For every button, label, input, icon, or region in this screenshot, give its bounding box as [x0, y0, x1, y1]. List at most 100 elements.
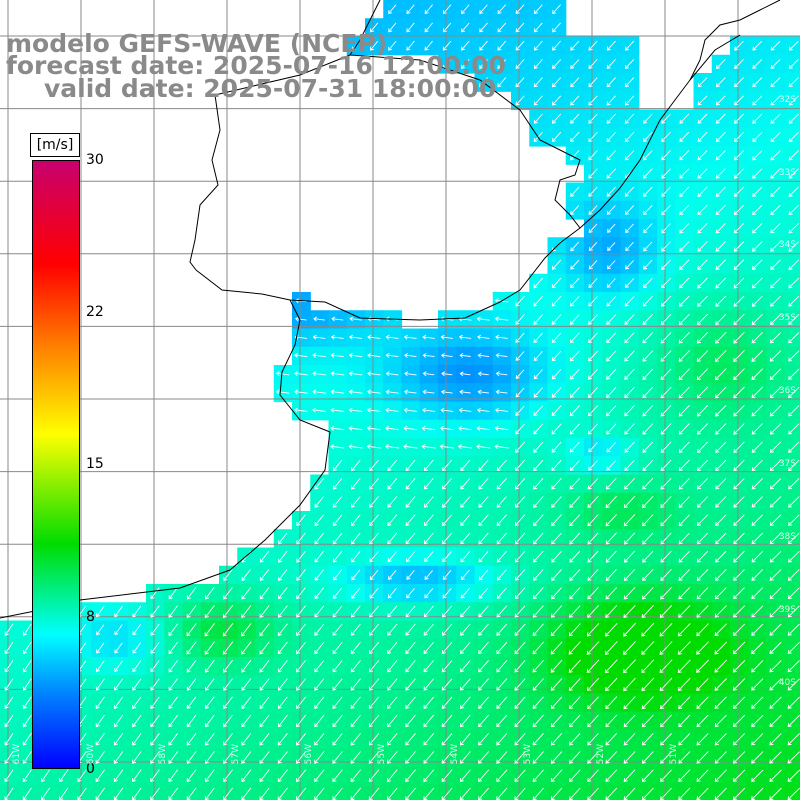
- wind-arrow: [624, 459, 635, 471]
- wind-speed-cell: [711, 657, 731, 676]
- wind-speed-cell: [383, 638, 403, 658]
- wind-arrow: [696, 313, 709, 326]
- wind-arrow: [442, 459, 452, 472]
- wind-arrow: [496, 641, 508, 655]
- wind-arrow: [278, 569, 288, 582]
- wind-arrow: [659, 641, 673, 655]
- rio-de-la-plata-south-coast: [0, 299, 331, 619]
- wind-speed-cell: [766, 638, 786, 658]
- wind-arrow: [752, 77, 763, 88]
- wind-arrow: [533, 59, 543, 69]
- wind-arrow: [495, 389, 508, 395]
- wind-arrow: [696, 587, 709, 600]
- wind-arrow: [715, 569, 727, 581]
- wind-arrow: [533, 514, 544, 527]
- wind-speed-cell: [511, 657, 530, 676]
- wind-arrow: [296, 733, 307, 746]
- wind-speed-cell: [456, 36, 476, 56]
- wind-arrow: [732, 714, 746, 728]
- wind-speed-cell: [602, 456, 622, 476]
- wind-arrow: [514, 751, 526, 764]
- wind-arrow: [350, 733, 361, 746]
- wind-arrow: [770, 259, 781, 271]
- wind-speed-cell: [146, 638, 165, 658]
- wind-speed-cell: [200, 620, 220, 640]
- wind-arrow: [715, 478, 727, 490]
- wind-arrow: [332, 459, 343, 472]
- wind-arrow: [442, 59, 452, 69]
- wind-arrow: [551, 387, 562, 398]
- wind-arrow: [296, 678, 306, 691]
- wind-arrow: [277, 769, 288, 783]
- wind-speed-cell: [602, 109, 622, 129]
- wind-arrow: [350, 714, 361, 728]
- wind-arrow: [569, 569, 581, 581]
- wind-arrow: [132, 660, 142, 673]
- wind-arrow: [769, 769, 782, 782]
- wind-arrow: [788, 40, 799, 51]
- wind-arrow: [114, 678, 124, 691]
- wind-arrow: [569, 769, 581, 783]
- wind-arrow: [677, 677, 691, 692]
- wind-arrow: [223, 569, 233, 581]
- wind-arrow: [624, 314, 635, 325]
- wind-arrow: [605, 477, 617, 490]
- wind-arrow: [348, 371, 363, 377]
- wind-arrow: [223, 587, 233, 600]
- lat-label: 40S: [778, 678, 796, 688]
- wind-arrow: [369, 459, 379, 472]
- wind-arrow: [715, 186, 726, 197]
- wind-arrow: [406, 4, 415, 15]
- wind-speed-cell: [693, 511, 713, 530]
- wind-arrow: [461, 59, 470, 69]
- wind-arrow: [351, 532, 361, 545]
- wind-arrow: [569, 732, 581, 746]
- wind-arrow: [259, 660, 270, 673]
- wind-arrow: [715, 277, 727, 289]
- wind-arrow: [59, 769, 69, 783]
- wind-speed-cell: [146, 620, 165, 640]
- wind-speed-cell: [730, 91, 749, 111]
- wind-speed-cell: [784, 474, 800, 494]
- wind-arrow: [733, 277, 745, 289]
- wind-arrow: [696, 496, 709, 508]
- lat-label: 32S: [778, 95, 796, 105]
- wind-arrow: [697, 459, 709, 472]
- wind-arrow: [515, 22, 525, 33]
- wind-arrow: [405, 605, 416, 618]
- wind-speed-cell: [365, 766, 384, 786]
- wind-arrow: [330, 334, 344, 340]
- wind-arrow: [605, 677, 618, 692]
- wind-arrow: [787, 733, 800, 746]
- wind-speed-cell: [766, 219, 786, 238]
- wind-arrow: [751, 769, 764, 782]
- wind-speed-cell: [784, 401, 800, 421]
- wind-arrow: [348, 425, 363, 431]
- wind-arrow: [478, 551, 489, 563]
- wind-arrow: [95, 660, 105, 673]
- wind-speed-cell: [310, 547, 330, 567]
- wind-arrow: [788, 441, 800, 453]
- wind-speed-cell: [474, 602, 494, 622]
- wind-arrow: [132, 733, 142, 746]
- wind-speed-cell: [511, 292, 530, 311]
- wind-speed-cell: [748, 182, 768, 202]
- wind-arrow: [715, 131, 726, 143]
- wind-arrow: [752, 40, 763, 51]
- wind-arrow: [533, 314, 544, 325]
- wind-arrow: [314, 514, 325, 527]
- wind-arrow: [4, 660, 14, 673]
- wind-arrow: [733, 550, 745, 563]
- wind-speed-cell: [529, 657, 549, 676]
- wind-speed-cell: [693, 328, 713, 348]
- wind-arrow: [714, 623, 727, 637]
- wind-arrow: [551, 314, 562, 325]
- wind-speed-cell: [109, 784, 129, 800]
- wind-speed-cell: [766, 328, 786, 348]
- wind-arrow: [22, 623, 32, 636]
- wind-arrow: [514, 714, 526, 728]
- wind-speed-cell: [474, 711, 494, 731]
- wind-speed-cell: [784, 730, 800, 749]
- wind-speed-cell: [657, 273, 676, 293]
